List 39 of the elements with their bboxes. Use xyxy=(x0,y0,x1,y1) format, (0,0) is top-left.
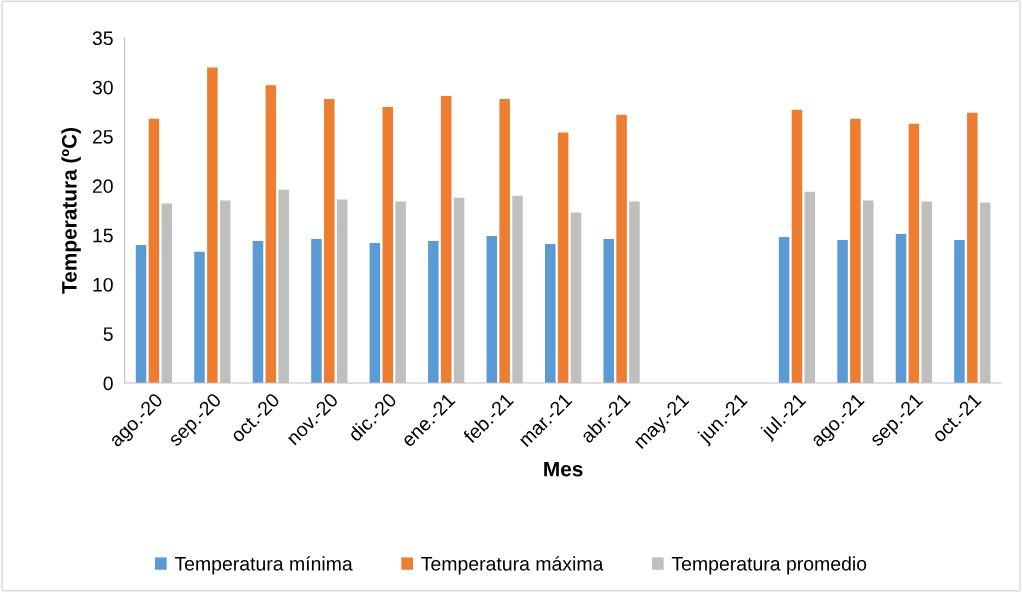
bar xyxy=(603,239,614,384)
y-axis-title: Temperatura (ºC) xyxy=(61,128,81,294)
bar xyxy=(440,96,452,384)
bar xyxy=(428,241,439,384)
y-tick-label: 35 xyxy=(92,31,113,46)
bar xyxy=(791,109,803,384)
bar xyxy=(311,239,322,384)
y-tick-label: 0 xyxy=(103,376,113,391)
bar xyxy=(499,99,510,384)
bar xyxy=(967,112,978,384)
bar xyxy=(207,67,218,384)
legend-label: Temperatura máxima xyxy=(421,556,604,575)
bar xyxy=(616,114,627,384)
bar xyxy=(194,251,205,384)
bar xyxy=(778,237,790,384)
y-tick-label: 25 xyxy=(92,129,113,144)
legend-label: Temperatura promedio xyxy=(671,556,867,575)
y-tick-label: 20 xyxy=(92,179,113,194)
bar xyxy=(382,106,394,384)
y-tick-label: 15 xyxy=(93,228,113,243)
y-tick-label: 5 xyxy=(103,327,113,341)
bar xyxy=(908,123,920,384)
bar xyxy=(954,240,965,384)
bar xyxy=(148,118,160,384)
bar xyxy=(486,236,498,384)
x-axis-title: Mes xyxy=(544,461,583,477)
y-tick-label: 30 xyxy=(92,80,113,95)
bar xyxy=(265,85,277,384)
bar xyxy=(324,99,335,384)
bar xyxy=(850,118,861,384)
bar xyxy=(369,243,381,384)
bar xyxy=(895,234,907,384)
bar xyxy=(545,243,556,384)
bar xyxy=(557,132,569,384)
bar xyxy=(135,244,147,384)
bar xyxy=(252,241,264,384)
legend-label: Temperatura mínima xyxy=(174,556,353,575)
bar xyxy=(837,240,848,384)
y-tick-label: 10 xyxy=(93,277,113,292)
